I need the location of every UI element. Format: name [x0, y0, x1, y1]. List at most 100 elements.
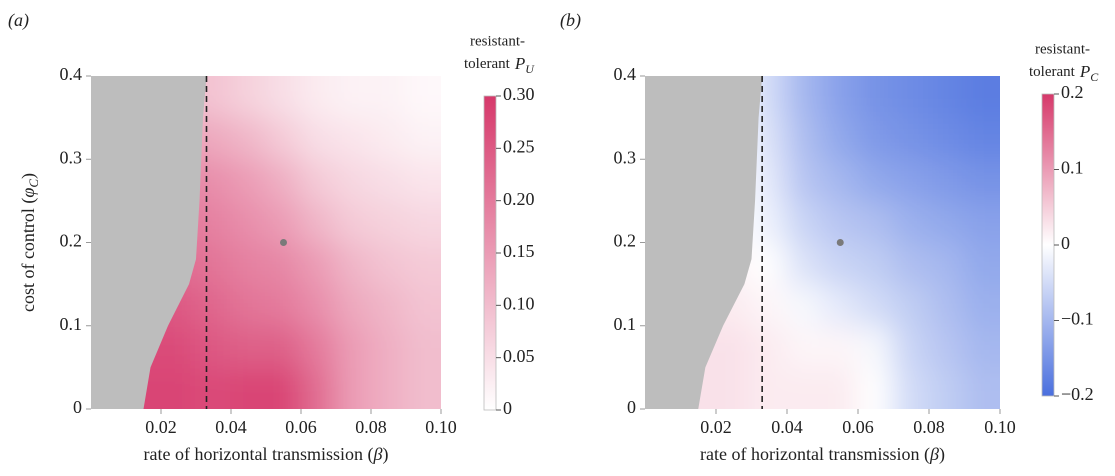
x-tick-label: 0.02: [145, 417, 177, 437]
colorbar: [483, 95, 497, 411]
colorbar-tick-label: 0.20: [503, 189, 535, 209]
colorbar: [1041, 93, 1055, 397]
heatmap-cell: [892, 241, 930, 286]
colorbar-title: resistant-: [470, 33, 525, 49]
heatmap-cell: [300, 283, 337, 327]
x-tick-label: 0.10: [984, 417, 1016, 437]
colorbar-title: tolerant PC: [1029, 62, 1099, 84]
heatmap-cell: [405, 241, 441, 286]
heatmap-cell: [821, 76, 859, 119]
heatmap-cell: [928, 324, 966, 369]
heatmap-cell: [195, 283, 232, 327]
heatmap-cell: [370, 158, 407, 202]
heatmap-cell: [857, 158, 895, 202]
x-tick-label: 0.06: [842, 417, 874, 437]
y-tick-label: 0.3: [60, 147, 83, 167]
heatmap-cell: [963, 116, 1000, 161]
heatmap-cell: [230, 366, 267, 409]
heatmap-cell: [300, 158, 337, 202]
y-tick-label: 0.2: [614, 231, 637, 251]
heatmap-cell: [750, 199, 788, 244]
infeasible-region: [91, 76, 207, 409]
heatmap-cell: [786, 158, 824, 202]
heatmap-cell: [750, 324, 788, 369]
y-axis-label-subscript: C: [26, 179, 41, 188]
heatmap-cell: [963, 241, 1000, 286]
heatmap-cell: [892, 283, 930, 327]
heatmap-cell: [928, 199, 966, 244]
heatmap-cell: [405, 283, 441, 327]
heatmap-cell: [335, 283, 372, 327]
heatmap-cell: [821, 324, 859, 369]
x-axis-label-text: rate of horizontal transmission (: [700, 444, 930, 465]
colorbar-title-text: tolerant: [1029, 64, 1076, 80]
x-tick-label: 0.04: [771, 417, 803, 437]
heatmap-cell: [335, 324, 372, 369]
heatmap-cell: [230, 116, 267, 161]
heatmap-cell: [405, 116, 441, 161]
x-axis-label-close: ): [939, 444, 945, 465]
x-tick-label: 0.08: [913, 417, 945, 437]
heatmap-cell: [405, 324, 441, 369]
heatmap-cell: [370, 324, 407, 369]
heatmap-cell: [195, 199, 232, 244]
y-axis-label: cost of control (φC): [18, 173, 41, 312]
heatmap-cell: [230, 158, 267, 202]
heatmap-cell: [963, 158, 1000, 202]
heatmap-cell: [300, 366, 337, 409]
x-tick-label: 0.06: [285, 417, 317, 437]
heatmap-cell: [857, 324, 895, 369]
colorbar-title: tolerant PU: [464, 54, 535, 76]
heatmap-cell: [892, 324, 930, 369]
heatmap-cell: [857, 283, 895, 327]
heatmap-cell: [370, 199, 407, 244]
heatmap-cell: [821, 116, 859, 161]
heatmap-cell: [821, 158, 859, 202]
x-axis-label-symbol: β: [929, 444, 939, 464]
heatmap-cell: [230, 283, 267, 327]
x-axis-label: rate of horizontal transmission (β): [144, 444, 389, 465]
heatmap-cell: [786, 324, 824, 369]
colorbar-tick-label: −0.1: [1061, 309, 1094, 329]
heatmap-cell: [821, 366, 859, 409]
heatmap-cell: [335, 158, 372, 202]
heatmap-cell: [300, 76, 337, 119]
heatmap-cell: [265, 76, 302, 119]
x-tick-label: 0.08: [355, 417, 387, 437]
heatmap-cell: [963, 199, 1000, 244]
heatmap-cell: [821, 199, 859, 244]
heatmap-cell: [195, 324, 232, 369]
heatmap-cell: [892, 76, 930, 119]
colorbar-tick-label: 0.1: [1061, 158, 1084, 178]
x-axis-label-text: rate of horizontal transmission (: [144, 444, 374, 465]
heatmap-cell: [928, 158, 966, 202]
heatmap-cell: [786, 283, 824, 327]
colorbar-tick-label: 0.30: [503, 84, 535, 104]
colorbar-title: resistant-: [1035, 41, 1090, 57]
x-axis-label: rate of horizontal transmission (β): [700, 444, 945, 465]
heatmap-cell: [963, 283, 1000, 327]
heatmap-cell: [335, 199, 372, 244]
heatmap: [91, 76, 441, 409]
colorbar-tick-label: 0.10: [503, 293, 535, 313]
heatmap-cell: [928, 366, 966, 409]
x-tick-label: 0.10: [425, 417, 457, 437]
y-tick-label: 0.4: [614, 64, 637, 84]
heatmap-cell: [405, 199, 441, 244]
colorbar-tick-label: 0.2: [1061, 82, 1084, 102]
heatmap-cell: [750, 283, 788, 327]
heatmap-cell: [892, 199, 930, 244]
y-tick-label: 0: [627, 397, 636, 417]
y-tick-label: 0.4: [60, 64, 83, 84]
x-tick-label: 0.02: [700, 417, 732, 437]
heatmap-cell: [265, 324, 302, 369]
heatmap-cell: [195, 241, 232, 286]
heatmap-cell: [892, 116, 930, 161]
colorbar-tick-label: 0.05: [503, 346, 535, 366]
heatmap-cell: [963, 366, 1000, 409]
heatmap-cell: [370, 76, 407, 119]
heatmap-cell: [750, 241, 788, 286]
heatmap-cell: [230, 324, 267, 369]
heatmap-cell: [715, 366, 753, 409]
heatmap-cell: [786, 366, 824, 409]
